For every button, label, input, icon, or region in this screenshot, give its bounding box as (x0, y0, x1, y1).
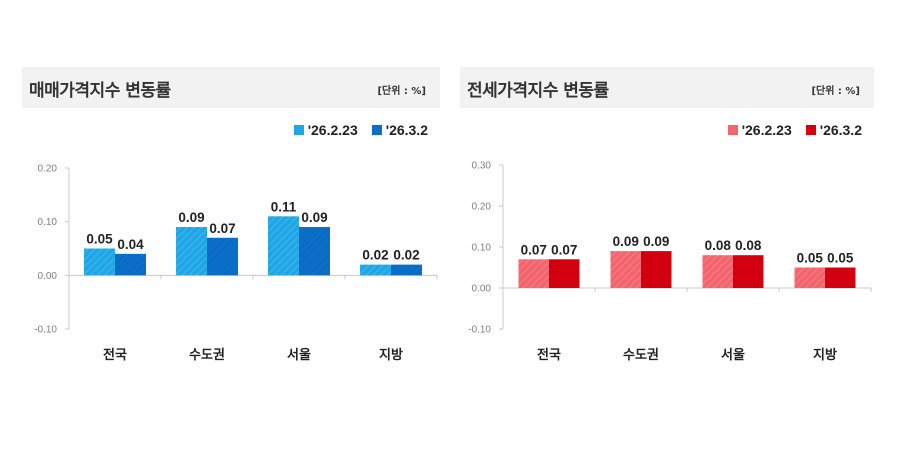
value-label: 0.07 (551, 242, 577, 257)
y-tick-label: 0.00 (38, 271, 58, 282)
unit-label: [단위 : %] (811, 86, 860, 97)
bar (733, 255, 764, 288)
legend-swatch-icon (371, 125, 382, 135)
legend-swatch-icon (805, 125, 816, 135)
chart-header: 전세가격지수 변동률 [단위 : %] (460, 67, 874, 108)
bar (115, 253, 146, 276)
y-tick-label: 0.20 (38, 164, 58, 175)
category-label: 서울 (287, 347, 311, 363)
y-tick-label: 0.10 (38, 217, 58, 228)
value-label: 0.09 (613, 234, 639, 249)
bar (518, 259, 549, 288)
unit-label: [단위 : %] (377, 86, 426, 97)
jeonse-price-chart-panel: 전세가격지수 변동률 [단위 : %] '26.2.23 '26.3.2 0.3… (460, 67, 874, 370)
legend-item-series-2: '26.3.2 (371, 122, 428, 138)
category-label: 전국 (103, 347, 127, 363)
value-label: 0.04 (117, 237, 144, 252)
legend-swatch-icon (293, 125, 304, 135)
bar (641, 251, 672, 288)
chart-title: 전세가격지수 변동률 (467, 81, 609, 101)
value-label: 0.11 (271, 199, 297, 214)
value-label: 0.08 (735, 238, 762, 253)
category-label: 서울 (721, 347, 745, 363)
bar (268, 216, 299, 276)
bar (176, 227, 207, 276)
bar (391, 264, 422, 276)
legend-label: '26.2.23 (307, 122, 358, 138)
bar (360, 264, 391, 276)
legend-item-series-2: '26.3.2 (805, 122, 862, 138)
category-label: 수도권 (623, 348, 659, 363)
value-label: 0.09 (301, 210, 327, 225)
category-label: 수도권 (189, 348, 225, 363)
legend-label: '26.3.2 (819, 122, 862, 138)
value-label: 0.09 (643, 234, 669, 249)
category-label: 전국 (537, 347, 561, 363)
value-label: 0.05 (827, 251, 854, 266)
bar (299, 227, 330, 276)
bar (207, 237, 238, 276)
y-tick-label: 0.10 (472, 243, 492, 254)
legend-swatch-icon (727, 125, 738, 135)
value-label: 0.09 (178, 210, 204, 225)
bar (84, 248, 115, 276)
bar (549, 259, 580, 288)
value-label: 0.05 (86, 232, 113, 247)
bar (610, 251, 641, 288)
legend-item-series-1: '26.2.23 (293, 122, 358, 138)
legend-label: '26.3.2 (385, 122, 428, 138)
sale-price-chart-panel: 매매가격지수 변동률 [단위 : %] '26.2.23 '26.3.2 0.2… (22, 67, 440, 370)
category-label: 지방 (813, 347, 837, 363)
value-label: 0.02 (393, 248, 419, 263)
y-tick-label: 0.20 (472, 202, 492, 213)
y-tick-label: 0.30 (472, 161, 492, 172)
value-label: 0.05 (797, 251, 824, 266)
y-tick-label: -0.10 (34, 325, 57, 336)
value-label: 0.07 (209, 221, 235, 236)
y-tick-label: 0.00 (472, 284, 492, 295)
chart-header: 매매가격지수 변동률 [단위 : %] (22, 67, 440, 108)
value-label: 0.08 (705, 238, 732, 253)
chart-title: 매매가격지수 변동률 (29, 81, 171, 101)
sale-price-bar-chart: 0.20 0.10 0.00 -0.10 0.05 0.04 전국 0.09 0.07 수도권 0.… (34, 164, 438, 363)
chart-legend: '26.2.23 '26.3.2 (293, 122, 428, 138)
value-label: 0.07 (521, 242, 547, 257)
y-tick-label: -0.10 (468, 325, 491, 336)
chart-legend: '26.2.23 '26.3.2 (727, 122, 862, 138)
jeonse-price-bar-chart: 0.30 0.20 0.10 0.00 -0.10 0.07 0.07 전국 0.09 0.09 수… (468, 161, 872, 363)
legend-item-series-1: '26.2.23 (727, 122, 792, 138)
bar (794, 267, 825, 288)
bar (702, 255, 733, 288)
legend-label: '26.2.23 (741, 122, 792, 138)
bar (825, 267, 856, 288)
value-label: 0.02 (362, 248, 388, 263)
category-label: 지방 (379, 347, 403, 363)
